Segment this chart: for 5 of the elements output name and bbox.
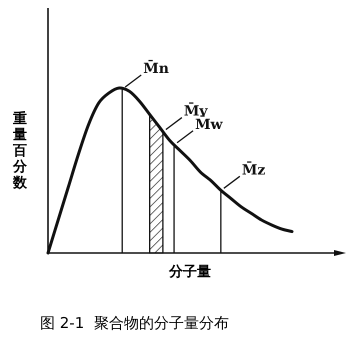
caption: 图 2-1 聚合物的分子量分布 [40, 314, 229, 332]
x-axis-title: 分子量 [168, 264, 211, 280]
text: M̄n [143, 59, 169, 77]
annotation: M̄z [242, 160, 266, 178]
y-axis-title: 重量百分数 [12, 111, 28, 191]
